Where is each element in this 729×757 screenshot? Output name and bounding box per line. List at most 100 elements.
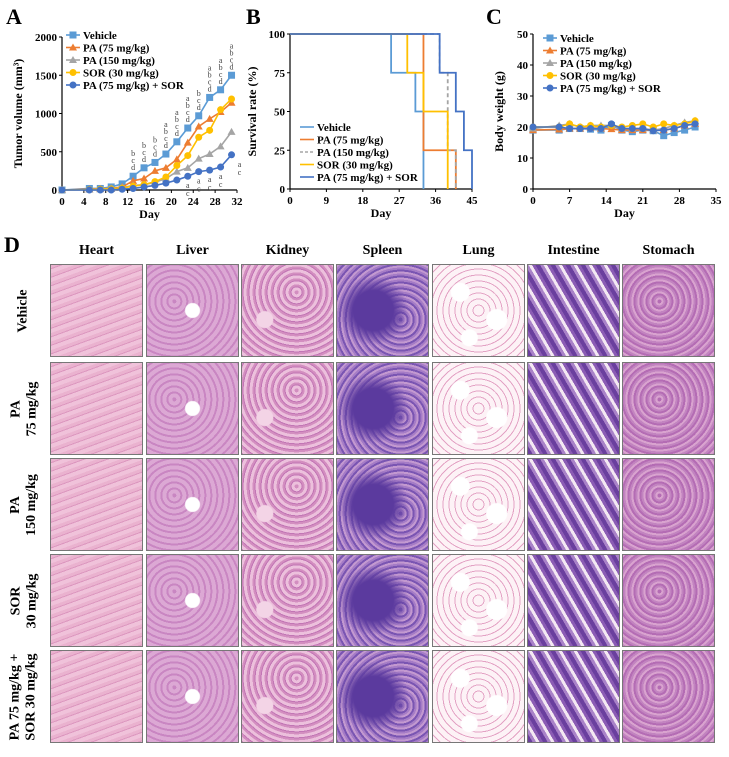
- significance-letter: b: [164, 127, 168, 136]
- data-point: [607, 120, 615, 128]
- data-point: [162, 173, 170, 181]
- data-point: [628, 125, 636, 133]
- legend-marker: [546, 59, 554, 66]
- data-point: [205, 114, 214, 122]
- significance-letter: a: [175, 108, 179, 117]
- x-axis-label-a: Day: [139, 207, 160, 221]
- histology-image-heart: [50, 264, 143, 357]
- significance-letter: c: [219, 70, 223, 79]
- data-point: [107, 186, 115, 194]
- histology-image-heart: [50, 650, 143, 743]
- column-header-spleen: Spleen: [362, 243, 403, 258]
- row-label: PA 75 mg/kg: [4, 362, 44, 455]
- x-axis-label-c: Day: [614, 206, 635, 220]
- histology-image-kidney: [241, 362, 334, 455]
- x-tick-label: 0: [530, 195, 536, 207]
- data-point: [555, 123, 563, 131]
- significance-letter: c: [238, 168, 242, 177]
- histology-image-liver: [146, 650, 239, 743]
- legend-marker: [69, 43, 77, 51]
- data-point: [228, 95, 236, 103]
- data-point: [217, 163, 225, 171]
- y-tick-label: 2000: [35, 32, 58, 44]
- x-tick-label: 16: [144, 196, 156, 208]
- data-point: [184, 172, 192, 180]
- data-point: [660, 132, 668, 140]
- data-point: [195, 168, 203, 176]
- column-header-liver: Liver: [176, 243, 209, 258]
- histology-image-lung: [432, 264, 525, 357]
- data-point: [96, 186, 104, 194]
- significance-letter: c: [208, 183, 212, 192]
- legend-entry: PA (150 mg/kg): [83, 55, 155, 67]
- data-point: [162, 179, 170, 187]
- legend-entry: SOR (30 mg/kg): [560, 71, 636, 83]
- histology-image-liver: [146, 264, 239, 357]
- data-point: [140, 164, 148, 172]
- legend-entry: SOR (30 mg/kg): [317, 160, 393, 172]
- legend-marker: [69, 31, 77, 39]
- y-tick-label: 0: [52, 185, 58, 197]
- row-label-text: Vehicle: [16, 288, 32, 333]
- row-label-text: SOR 30 mg/kg: [8, 573, 39, 628]
- data-point: [129, 184, 137, 192]
- legend-marker: [546, 46, 554, 54]
- legend-entry: PA (75 mg/kg): [317, 135, 384, 147]
- legend-entry: PA (75 mg/kg) + SOR: [317, 172, 419, 184]
- x-tick-label: 28: [210, 196, 222, 208]
- x-tick-label: 0: [59, 196, 65, 208]
- y-tick-label: 50: [517, 29, 529, 41]
- data-point: [597, 125, 605, 133]
- legend-entry: PA (75 mg/kg) + SOR: [83, 80, 185, 92]
- y-tick-label: 100: [269, 29, 286, 41]
- significance-letter: a: [208, 63, 212, 72]
- significance-letter: b: [186, 101, 190, 110]
- data-point: [660, 120, 668, 128]
- significance-letter: c: [175, 122, 179, 131]
- legend-marker: [546, 72, 554, 79]
- row-label: Vehicle: [4, 264, 44, 357]
- legend-entry: PA (75 mg/kg) + SOR: [560, 83, 662, 95]
- histology-image-lung: [432, 458, 525, 551]
- histology-image-intestine: [527, 458, 620, 551]
- x-tick-label: 35: [711, 195, 723, 207]
- x-tick-label: 7: [567, 195, 573, 207]
- y-tick-label: 10: [517, 153, 529, 165]
- histology-image-spleen: [336, 554, 429, 647]
- x-tick-label: 27: [394, 195, 406, 207]
- row-label: SOR 30 mg/kg: [4, 554, 44, 647]
- significance-letter: d: [230, 62, 234, 71]
- data-point: [183, 138, 192, 146]
- histology-image-liver: [146, 458, 239, 551]
- x-tick-label: 32: [232, 196, 244, 208]
- data-point: [618, 125, 626, 133]
- data-point: [228, 151, 236, 159]
- data-point: [194, 154, 203, 162]
- row-label-text: PA 75 mg/kg + SOR 30 mg/kg: [8, 652, 39, 741]
- significance-letter: b: [208, 70, 212, 79]
- significance-letter: b: [175, 115, 179, 124]
- significance-letter: c: [208, 77, 212, 86]
- data-point: [172, 155, 181, 163]
- legend-entry: PA (150 mg/kg): [560, 58, 632, 70]
- legend-marker: [546, 34, 554, 42]
- y-axis-label-a: Tumor volume (mm³): [11, 59, 25, 169]
- histology-image-kidney: [241, 650, 334, 743]
- significance-letter: c: [197, 96, 201, 105]
- data-point: [195, 133, 203, 141]
- data-point: [184, 124, 192, 132]
- y-tick-label: 30: [517, 91, 529, 103]
- histology-image-stomach: [622, 362, 715, 455]
- histology-image-stomach: [622, 458, 715, 551]
- histology-image-stomach: [622, 650, 715, 743]
- legend-entry: Vehicle: [83, 30, 117, 42]
- histology-image-intestine: [527, 362, 620, 455]
- significance-letter: c: [142, 148, 146, 157]
- legend-entry: PA (150 mg/kg): [317, 147, 389, 159]
- histology-image-lung: [432, 362, 525, 455]
- legend-marker: [69, 56, 77, 63]
- significance-letter: a: [186, 181, 190, 190]
- y-tick-label: 1500: [35, 70, 58, 82]
- histology-image-kidney: [241, 554, 334, 647]
